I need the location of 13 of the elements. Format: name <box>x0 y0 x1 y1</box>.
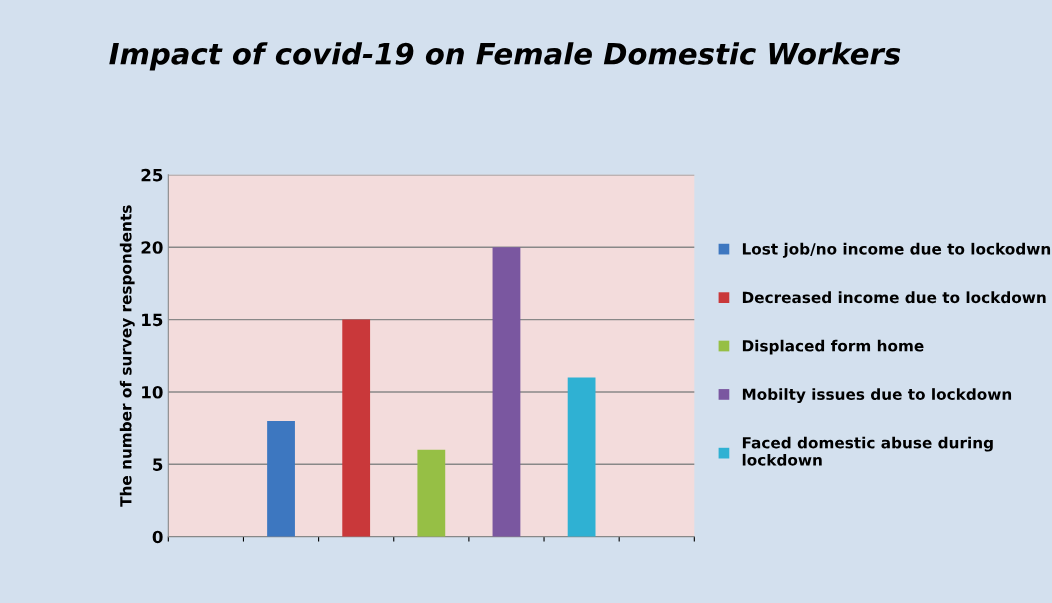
legend-label: Decreased income due to lockdown <box>742 291 1046 304</box>
legend-label: Faced domestic abuse during lockdown <box>742 436 993 466</box>
y-tick-label: 25 <box>141 168 163 182</box>
y-tick-label: 10 <box>142 385 163 399</box>
legend-label: Lost job/no income due to lockodwn <box>742 242 1051 258</box>
y-tick-label: 15 <box>142 313 163 327</box>
y-axis-title: The number of survey respondents <box>119 205 135 507</box>
y-tick-label: 5 <box>153 458 163 471</box>
y-tick-label: 0 <box>152 530 163 544</box>
legend-label: Displaced form home <box>742 339 924 355</box>
y-tick-label: 20 <box>141 241 163 254</box>
legend-label: Mobilty issues due to lockdown <box>742 388 1012 404</box>
chart-title: Impact of covid-19 on Female Domestic Workers <box>109 42 901 71</box>
